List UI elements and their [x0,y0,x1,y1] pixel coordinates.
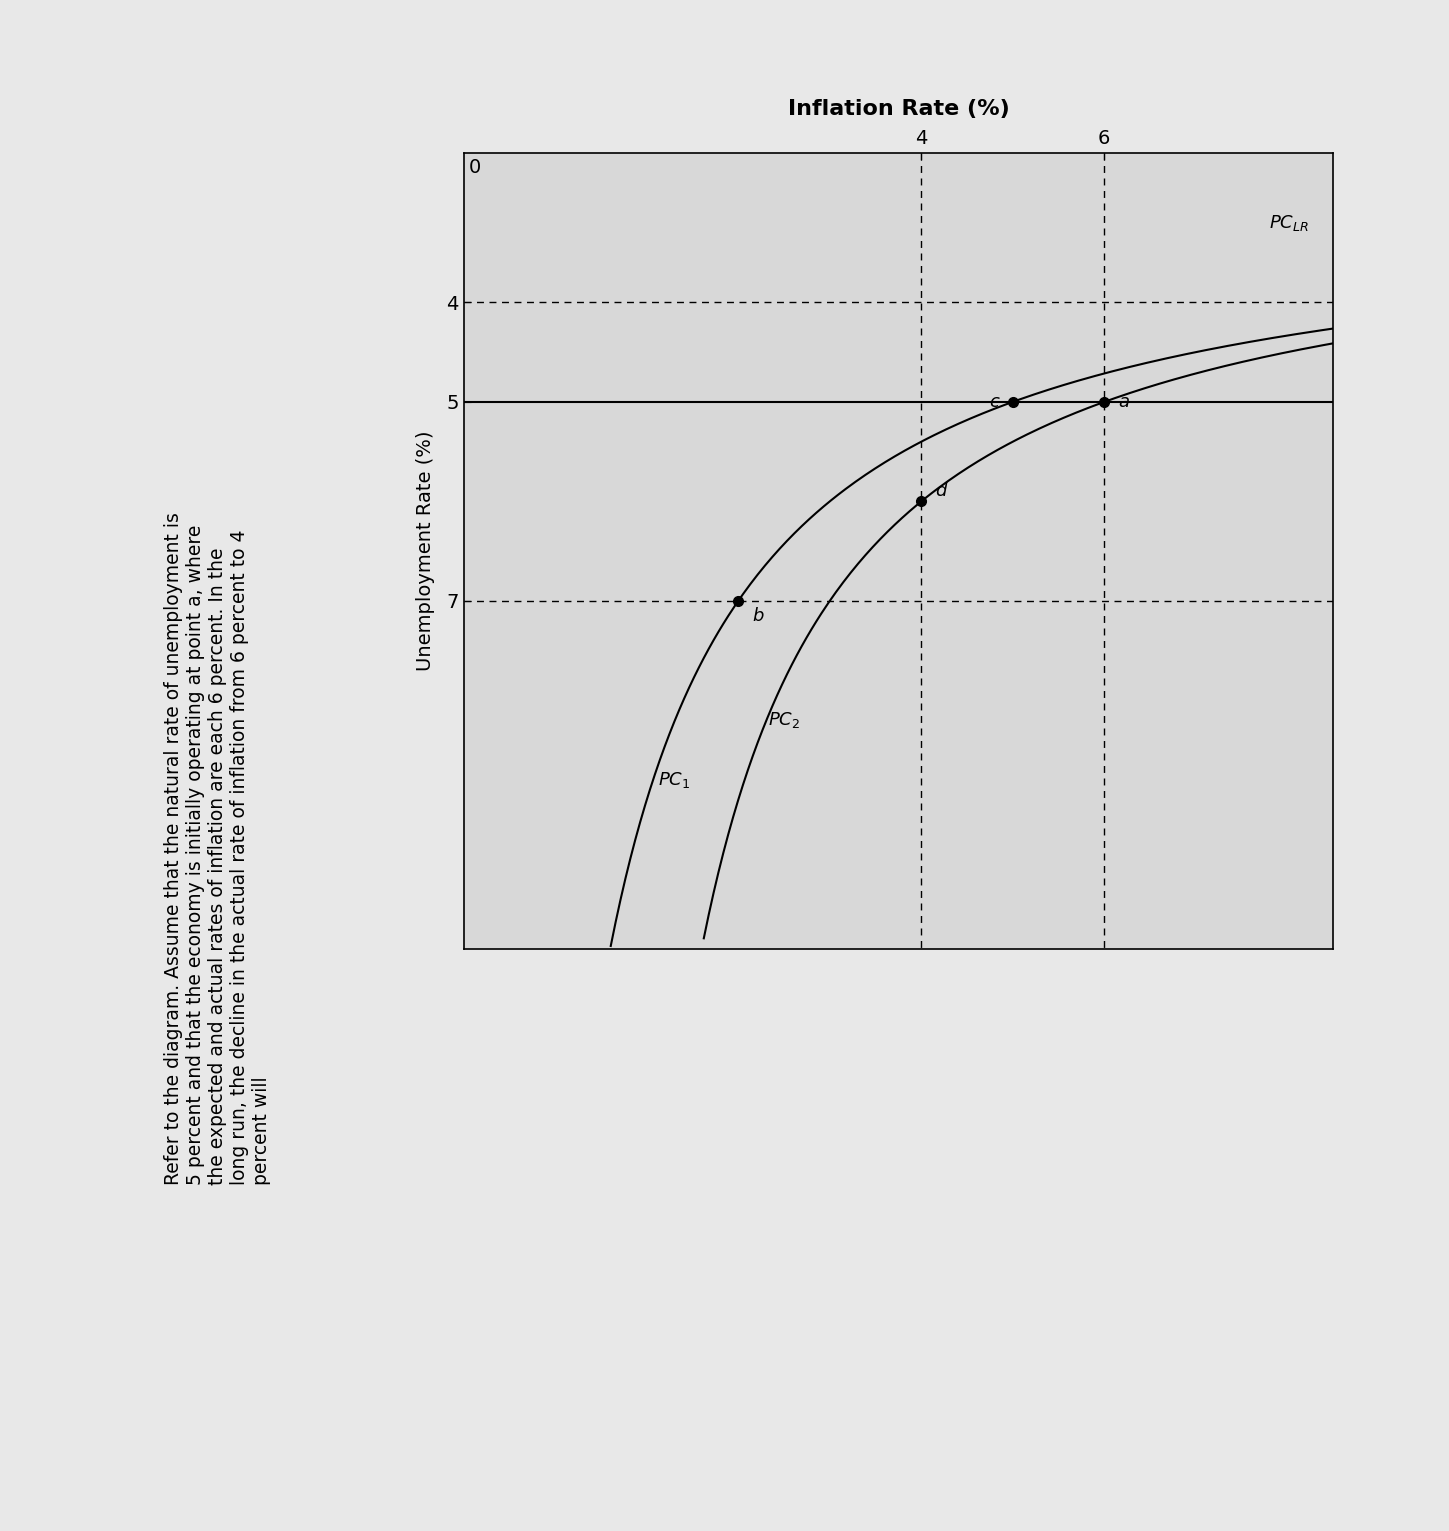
Y-axis label: Unemployment Rate (%): Unemployment Rate (%) [416,430,435,672]
Title: Inflation Rate (%): Inflation Rate (%) [787,100,1010,119]
Text: c: c [990,393,998,410]
Text: $PC_1$: $PC_1$ [658,770,690,790]
Text: $PC_{LR}$: $PC_{LR}$ [1269,213,1308,233]
Text: d: d [935,482,946,501]
Text: $PC_2$: $PC_2$ [768,710,800,730]
Text: a: a [1119,393,1129,410]
Text: b: b [752,606,764,625]
Text: Refer to the diagram. Assume that the natural rate of unemployment is
5 percent : Refer to the diagram. Assume that the na… [164,511,271,1185]
Text: 0: 0 [468,158,481,178]
